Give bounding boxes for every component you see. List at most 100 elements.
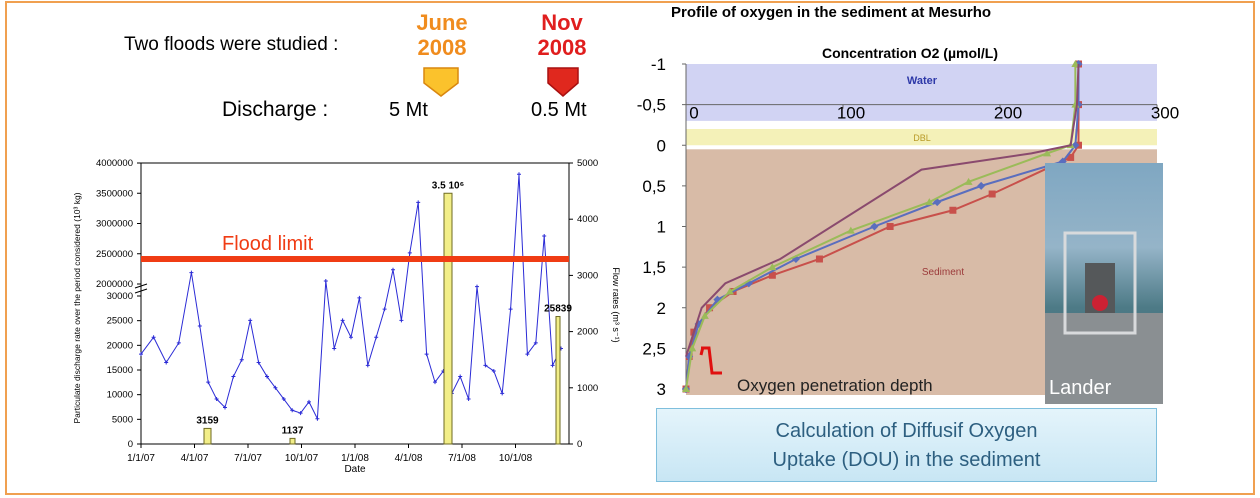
callout-line2: Uptake (DOU) in the sediment [772, 449, 1041, 471]
o2-profile-point [700, 311, 709, 319]
o2-profile-point [977, 181, 986, 190]
flow-rate-point [349, 335, 353, 340]
flow-rate-point [500, 391, 505, 396]
flow-rate-point [189, 270, 194, 275]
discharge-bar [203, 427, 212, 445]
flow-rate-point [458, 374, 463, 379]
right-tick-label: 3000 [577, 270, 598, 281]
flow-rate-point [176, 340, 181, 345]
flow-rate-point [340, 318, 345, 323]
x-tick-label: 200 [994, 104, 1022, 123]
x-tick-label: 300 [1151, 104, 1179, 123]
flow-rate-point [307, 399, 311, 404]
flow-rate-point [357, 295, 362, 300]
right-tick-label: 5000 [577, 158, 598, 169]
discharge-bar-label: 1137 [282, 425, 304, 436]
flow-rate-point [206, 380, 211, 385]
left-tick-label: 15000 [107, 365, 133, 376]
flow-rate-point [475, 284, 479, 289]
flow-rate-point [542, 234, 547, 239]
discharge-bar-label: 3159 [196, 415, 219, 426]
o2-profile-point [725, 287, 734, 295]
o2-profile-point [1071, 60, 1080, 67]
flow-rate-point [517, 172, 521, 177]
flow-rate-point [256, 360, 261, 365]
flow-rate-point [525, 352, 530, 357]
penetration-depth-label: Oxygen penetration depth [737, 376, 933, 395]
x-tick-label: 10/1/08 [499, 453, 533, 464]
flow-rate-point [483, 363, 488, 368]
o2-profile-point [988, 190, 996, 198]
right-axis-title: Flow rates (m³ s⁻¹) [611, 267, 621, 342]
x-tick-label: 4/1/08 [395, 453, 423, 464]
o2-profile-point [688, 344, 697, 352]
floods-intro: Two floods were studied : [124, 34, 339, 55]
flow-rate-point [223, 405, 227, 410]
dbl-zone [686, 129, 1157, 146]
discharge-nov: 0.5 Mt [531, 99, 587, 121]
oxygen-chart-title: Concentration O2 (µmol/L) [822, 45, 998, 61]
discharge-june: 5 Mt [389, 99, 428, 121]
x-tick-label: 10/1/07 [285, 453, 319, 464]
flood-nov-month: Nov [541, 10, 583, 35]
left-axis-title: Particulate discharge rate over the peri… [72, 192, 82, 423]
flow-rate-point [416, 200, 421, 205]
left-tick-label: 4000000 [96, 158, 133, 169]
lander-photo: Lander [1045, 163, 1163, 404]
left-tick-label: 2000000 [96, 279, 133, 290]
x-tick-label: 4/1/07 [181, 453, 209, 464]
right-tick-label: 4000 [577, 214, 598, 225]
left-tick-label: 3500000 [96, 188, 133, 199]
flow-rate-point [281, 397, 286, 402]
left-tick-label: 30000 [107, 291, 133, 302]
dou-callout: Calculation of Diffusif Oxygen Uptake (D… [656, 408, 1157, 482]
slide-frame [5, 1, 1255, 495]
right-tick-label: 1000 [577, 383, 598, 394]
o2-profile-point [925, 198, 934, 206]
left-tick-label: 3000000 [96, 219, 133, 230]
x-tick-label: 1/1/08 [341, 453, 369, 464]
discharge-bar [555, 316, 561, 445]
o2-profile-point [846, 226, 855, 234]
left-tick-label: 2500000 [96, 249, 133, 260]
left-tick-label: 5000 [112, 414, 133, 425]
flow-discharge-chart: 2000000 2500000 3000000 3500000 4000000 0 5000… [72, 158, 621, 475]
flow-rate-point [424, 352, 429, 357]
o2-profile-point [682, 385, 690, 392]
flow-rate-point [391, 267, 395, 272]
flood-june: June 2008 [402, 10, 482, 60]
nov-marker [547, 67, 579, 97]
water-zone-label: Water [907, 75, 938, 87]
o2-profile-point [706, 304, 714, 312]
penetration-depth-marker [699, 346, 722, 375]
y-tick-label: -1 [651, 55, 666, 74]
x-axis-title: Date [344, 464, 366, 475]
right-tick-label: 2000 [577, 327, 598, 338]
lander-frame [1063, 231, 1137, 335]
x-tick-label: 100 [837, 104, 865, 123]
flow-rate-point [466, 397, 471, 402]
flow-rate-point [265, 374, 269, 379]
flood-limit-label: Flood limit [222, 233, 314, 255]
left-tick-label: 10000 [107, 390, 133, 401]
y-tick-label: 1,5 [642, 258, 666, 277]
flood-june-year: 2008 [417, 35, 467, 60]
x-tick-label: 7/1/07 [234, 453, 262, 464]
flow-rate-point [273, 385, 278, 390]
x-tick-label: 7/1/08 [448, 453, 476, 464]
flow-rate-point [382, 307, 387, 312]
discharge-bar [443, 192, 453, 445]
flow-rate-point [365, 363, 370, 368]
lander-drawing [1045, 231, 1163, 404]
x-tick-label: 1/1/07 [127, 453, 155, 464]
o2-profile-line [685, 63, 1080, 357]
flow-rate-point [332, 346, 337, 351]
june-marker [423, 67, 459, 97]
discharge-bar-label: 3.5 10⁶ [432, 180, 464, 191]
flow-rate-point [550, 363, 555, 368]
discharge-bar [289, 437, 296, 445]
y-tick-label: 2,5 [642, 339, 666, 358]
y-tick-label: 0 [657, 136, 666, 155]
flow-rate-point [298, 411, 303, 416]
y-tick-label: 3 [657, 380, 666, 399]
